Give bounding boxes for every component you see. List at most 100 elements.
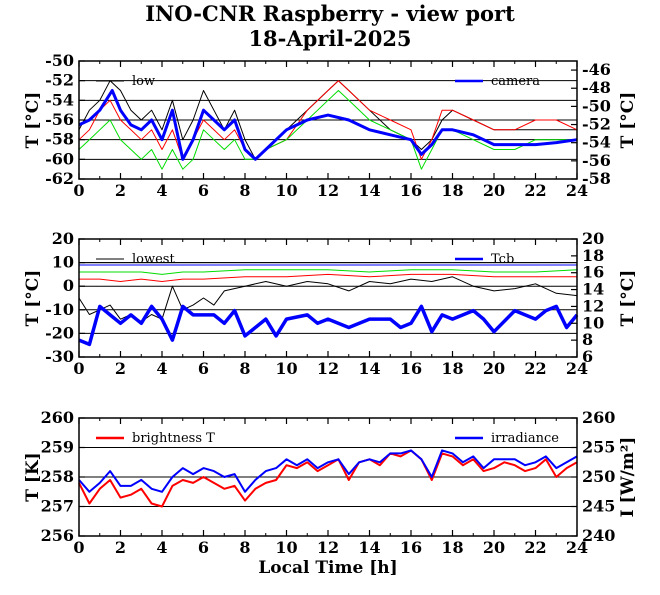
legend-label: camera: [491, 74, 540, 89]
x-tick-label: 10: [275, 538, 297, 557]
y2-tick-label: 16: [582, 263, 604, 282]
y2-tick-label: 6: [582, 347, 593, 366]
x-tick-label: 10: [275, 181, 297, 200]
x-tick-label: 2: [115, 181, 126, 200]
x-tick-label: 18: [441, 359, 463, 378]
y-tick-label: 260: [41, 408, 74, 427]
x-tick-label: 16: [400, 359, 422, 378]
y-tick-label: -60: [45, 149, 74, 168]
x-tick-label: 14: [358, 538, 380, 557]
y-tick-label: 0: [63, 276, 74, 295]
series-line-trace-2: [79, 269, 578, 275]
x-tick-label: 8: [239, 359, 250, 378]
x-tick-label: 8: [239, 538, 250, 557]
x-tick-label: 20: [483, 181, 505, 200]
y2-axis-label: I [W/m²]: [618, 437, 638, 518]
y-tick-label: -10: [45, 300, 74, 319]
y-axis-label: T [°C]: [23, 92, 43, 149]
chart-title: INO-CNR Raspberry - view port: [145, 1, 515, 26]
legend-label: lowest: [132, 252, 175, 267]
y2-tick-label: 245: [582, 497, 615, 516]
series-line-camera: [78, 89, 578, 161]
y2-tick-label: -48: [582, 78, 611, 97]
x-tick-label: 6: [198, 359, 209, 378]
y-tick-label: 257: [41, 497, 74, 516]
y-tick-label: 256: [41, 526, 74, 545]
x-tick-label: 12: [317, 359, 339, 378]
y2-tick-label: 10: [582, 313, 604, 332]
panel-1: 0 2 4 6 8 10 12 14 16 18 20 22 24-50-52-54-56-58-60-…: [23, 51, 638, 200]
x-tick-label: 24: [566, 181, 588, 200]
x-tick-label: 24: [566, 538, 588, 557]
x-tick-label: 20: [483, 538, 505, 557]
x-tick-label: 22: [524, 538, 546, 557]
series-line-brightness-T: [78, 449, 578, 508]
x-tick-label: 4: [156, 538, 167, 557]
x-tick-label: 2: [115, 538, 126, 557]
x-tick-label: 24: [566, 359, 588, 378]
y-tick-label: 259: [41, 438, 74, 457]
legend-label: low: [132, 74, 155, 89]
series-line-lowest: [78, 276, 578, 323]
y-tick-label: -62: [45, 169, 74, 188]
y2-tick-label: 8: [582, 330, 593, 349]
x-tick-label: 4: [156, 181, 167, 200]
y-axis-label: T [K]: [23, 452, 43, 501]
legend-label: brightness T: [132, 431, 215, 446]
x-tick-label: 20: [483, 359, 505, 378]
y-tick-label: -52: [45, 71, 74, 90]
y2-axis-label: T [°C]: [618, 92, 638, 149]
x-axis-label: Local Time [h]: [258, 558, 397, 578]
y-tick-label: -58: [45, 130, 74, 149]
series-line-irradiance: [78, 449, 578, 493]
y-tick-label: -20: [45, 323, 74, 342]
x-tick-label: 12: [317, 538, 339, 557]
x-tick-label: 16: [400, 181, 422, 200]
x-tick-label: 6: [198, 181, 209, 200]
panel-2: 0 2 4 6 8 10 12 14 16 18 20 22 2420100-10-20-3020181…: [23, 229, 638, 378]
y2-tick-label: 20: [582, 229, 604, 248]
y2-tick-label: -50: [582, 96, 611, 115]
x-tick-label: 22: [524, 181, 546, 200]
y2-tick-label: 18: [582, 246, 604, 265]
x-tick-label: 22: [524, 359, 546, 378]
y-tick-label: -30: [45, 347, 74, 366]
x-tick-label: 0: [73, 359, 84, 378]
y2-tick-label: 255: [582, 438, 615, 457]
x-tick-label: 14: [358, 181, 380, 200]
y2-tick-label: 14: [582, 280, 604, 299]
x-tick-label: 8: [239, 181, 250, 200]
x-tick-label: 0: [73, 538, 84, 557]
y-tick-label: -56: [45, 110, 74, 129]
y2-tick-label: -56: [582, 151, 611, 170]
panel-3: 0 2 4 6 8 10 12 14 16 18 20 22 242602592582572562602…: [23, 408, 638, 578]
y-tick-label: -50: [45, 51, 74, 70]
y-axis-label: T [°C]: [23, 270, 43, 327]
y2-tick-label: 240: [582, 526, 615, 545]
legend-label: Tcb: [491, 252, 514, 267]
x-tick-label: 6: [198, 538, 209, 557]
y2-tick-label: -52: [582, 115, 611, 134]
series-line-Tcb: [78, 304, 579, 347]
y2-tick-label: -46: [582, 60, 611, 79]
x-tick-label: 16: [400, 538, 422, 557]
chart-subtitle: 18-April-2025: [248, 26, 411, 51]
x-tick-label: 14: [358, 359, 380, 378]
x-tick-label: 10: [275, 359, 297, 378]
y2-tick-label: 12: [582, 296, 604, 315]
x-tick-label: 0: [73, 181, 84, 200]
y2-axis-label: T [°C]: [618, 270, 638, 327]
y2-tick-label: 250: [582, 467, 615, 486]
series-line-trace-1: [79, 273, 577, 282]
y2-tick-label: -54: [582, 133, 611, 152]
y-tick-label: 10: [52, 253, 74, 272]
panels: 0 2 4 6 8 10 12 14 16 18 20 22 24-50-52-54-56-58-60-…: [23, 51, 638, 578]
legend-label: irradiance: [491, 431, 559, 446]
x-tick-label: 18: [441, 538, 463, 557]
x-tick-label: 4: [156, 359, 167, 378]
y2-tick-label: 260: [582, 408, 615, 427]
x-tick-label: 2: [115, 359, 126, 378]
y-tick-label: -54: [45, 90, 74, 109]
y-tick-label: 258: [41, 467, 74, 486]
